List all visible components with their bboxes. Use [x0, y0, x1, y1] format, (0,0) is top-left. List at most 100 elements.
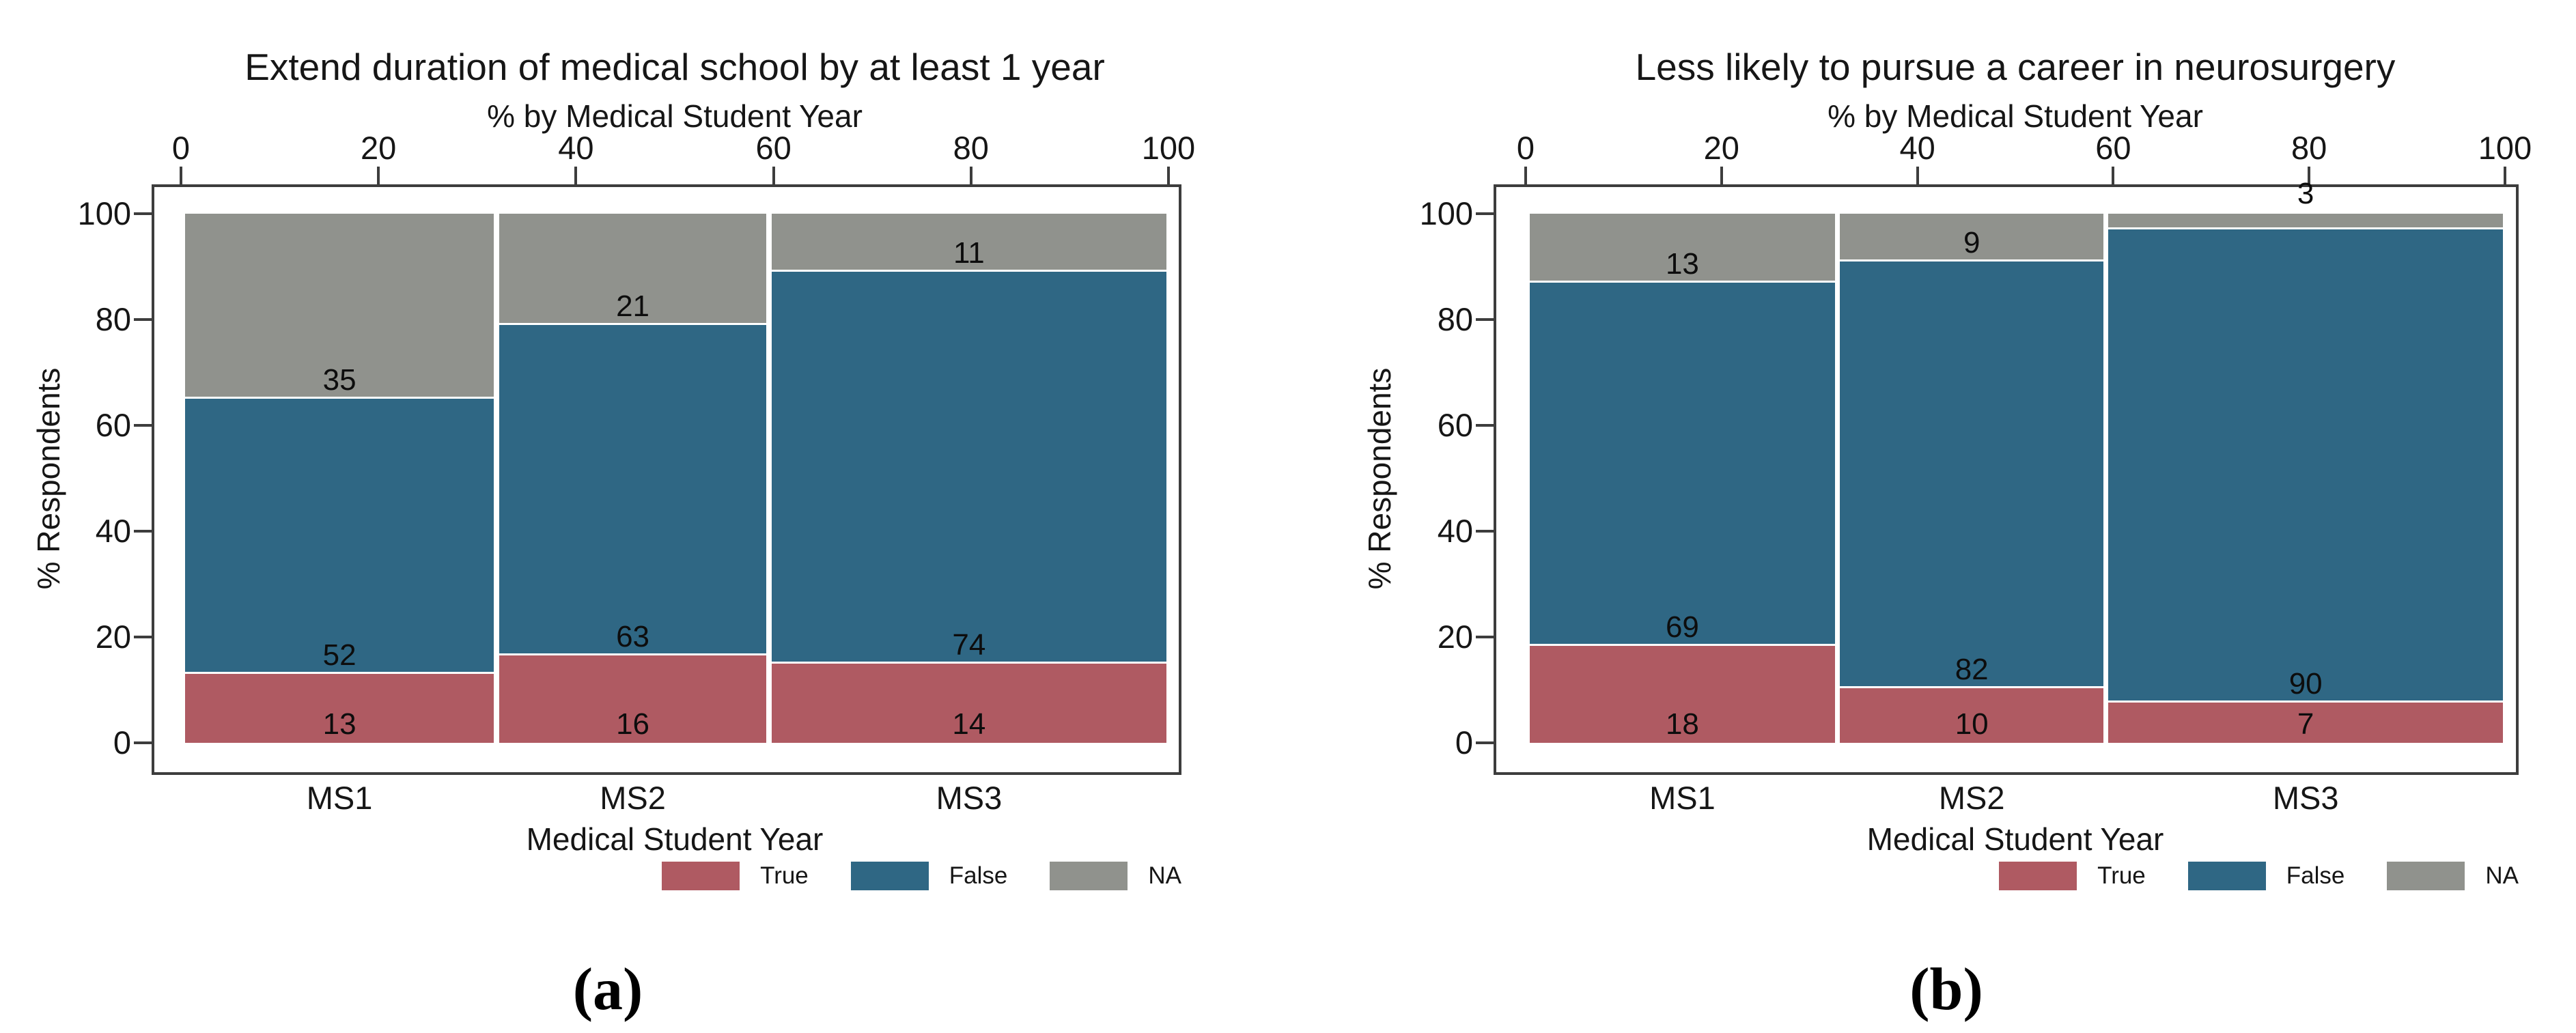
value-label: 35 — [322, 363, 356, 397]
y-axis-tick-label: 40 — [1437, 513, 1473, 549]
bar-segment-true — [1840, 688, 2104, 743]
top-axis-tick-label: 40 — [558, 130, 594, 166]
y-axis-tick-mark — [134, 424, 152, 427]
x-category-label: MS2 — [600, 780, 666, 816]
y-axis-title: % Respondents — [1362, 367, 1397, 589]
y-axis-tick-mark — [1476, 636, 1494, 638]
y-axis-tick-mark — [1476, 741, 1494, 744]
top-axis-tick-mark — [1916, 167, 1919, 184]
value-label: 13 — [322, 707, 356, 741]
x-category-label: MS1 — [1649, 780, 1716, 816]
y-axis-tick-label: 20 — [1437, 619, 1473, 655]
chart-title: Extend duration of medical school by at … — [244, 46, 1105, 88]
x-axis-title: Medical Student Year — [526, 821, 824, 857]
legend-label: True — [2097, 862, 2146, 889]
legend-item-true: True — [1999, 862, 2146, 890]
legend-item-true: True — [662, 862, 809, 890]
top-axis-tick-label: 80 — [953, 130, 989, 166]
legend: True False NA — [662, 862, 1181, 890]
legend-swatch-false — [2187, 862, 2266, 890]
top-axis-tick-label: 100 — [2478, 130, 2532, 166]
bar-segment-na — [1840, 214, 2104, 261]
value-label: 52 — [322, 638, 356, 673]
top-axis-tick-mark — [772, 167, 775, 184]
bar-segment-true — [771, 663, 1167, 743]
bar-segment-false — [184, 399, 494, 675]
top-axis-tick-mark — [180, 167, 182, 184]
legend-item-na: NA — [2387, 862, 2519, 890]
bar-segment-true — [499, 655, 767, 743]
y-axis-tick-mark — [1476, 212, 1494, 215]
x-category-label: MS3 — [936, 780, 1003, 816]
y-axis-tick-mark — [1476, 318, 1494, 321]
value-label: 14 — [952, 707, 986, 741]
top-axis-title: % by Medical Student Year — [487, 98, 863, 134]
top-axis-tick-label: 60 — [755, 130, 792, 166]
x-axis-title: Medical Student Year — [1866, 821, 2164, 857]
y-axis-tick-label: 80 — [95, 301, 131, 337]
top-axis-tick-label: 100 — [1141, 130, 1196, 166]
y-axis-tick-label: 80 — [1437, 301, 1473, 337]
y-axis-tick-label: 0 — [1455, 724, 1473, 761]
top-axis-tick-mark — [2112, 167, 2115, 184]
top-axis-tick-label: 60 — [2095, 130, 2131, 166]
bar-segment-false — [771, 272, 1167, 664]
legend-swatch-na — [1050, 862, 1128, 890]
bar-segment-true — [184, 674, 494, 743]
top-axis-tick-label: 80 — [2291, 130, 2327, 166]
top-axis-tick-mark — [377, 167, 380, 184]
value-label: 13 — [1665, 246, 1699, 281]
value-label: 82 — [1955, 653, 1989, 687]
top-axis-tick-mark — [1167, 167, 1170, 184]
value-label: 69 — [1665, 610, 1699, 645]
legend-label: NA — [2485, 862, 2519, 889]
top-axis-tick-label: 20 — [361, 130, 397, 166]
panel-a: Extend duration of medical school by at … — [31, 46, 1196, 1023]
bar-segment-false — [2108, 229, 2504, 703]
bar-segment-na — [499, 214, 767, 325]
x-category-label: MS2 — [1938, 780, 2005, 816]
y-axis-tick-mark — [134, 636, 152, 638]
bar-segment-false — [499, 324, 767, 656]
legend-label: False — [2286, 862, 2345, 889]
y-axis-tick-label: 0 — [113, 724, 131, 761]
legend-item-na: NA — [1050, 862, 1181, 890]
value-label: 63 — [616, 620, 650, 654]
caption-b: (b) — [1909, 957, 1983, 1023]
bar-segment-true — [2108, 703, 2504, 743]
y-axis-tick-label: 60 — [95, 407, 131, 443]
top-axis-tick-label: 40 — [1899, 130, 1935, 166]
legend-item-false: False — [2187, 862, 2345, 890]
value-label: 74 — [952, 627, 986, 662]
x-category-label: MS1 — [306, 780, 373, 816]
value-label: 9 — [1963, 225, 1980, 259]
value-label: 18 — [1665, 707, 1699, 741]
bar-segment-false — [1840, 261, 2104, 689]
y-axis-tick-label: 20 — [95, 619, 131, 655]
y-axis-tick-label: 60 — [1437, 407, 1473, 443]
value-label: 21 — [616, 289, 650, 323]
top-axis-tick-label: 0 — [1516, 130, 1535, 166]
bar-segment-true — [1529, 646, 1836, 743]
value-label: 3 — [2297, 177, 2314, 210]
legend: True False NA — [1999, 862, 2519, 890]
legend-item-false: False — [850, 862, 1008, 890]
bar-segment-na — [771, 214, 1167, 272]
panel-b: Less likely to pursue a career in neuros… — [1288, 0, 2576, 1033]
top-axis-tick-mark — [1720, 167, 1723, 184]
top-axis-tick-label: 20 — [1703, 130, 1739, 166]
legend-label: NA — [1148, 862, 1181, 889]
y-axis-tick-mark — [134, 530, 152, 533]
y-axis-tick-label: 40 — [95, 513, 131, 549]
y-axis-tick-mark — [1476, 530, 1494, 533]
chart-title: Less likely to pursue a career in neuros… — [1635, 46, 2396, 88]
value-label: 11 — [953, 236, 985, 270]
y-axis-tick-mark — [134, 212, 152, 215]
legend-label: False — [949, 862, 1008, 889]
y-axis-tick-mark — [134, 741, 152, 744]
y-axis-title: % Respondents — [31, 367, 66, 589]
bar-segment-na — [2108, 214, 2504, 230]
value-label: 90 — [2288, 667, 2323, 701]
legend-swatch-true — [1999, 862, 2077, 890]
